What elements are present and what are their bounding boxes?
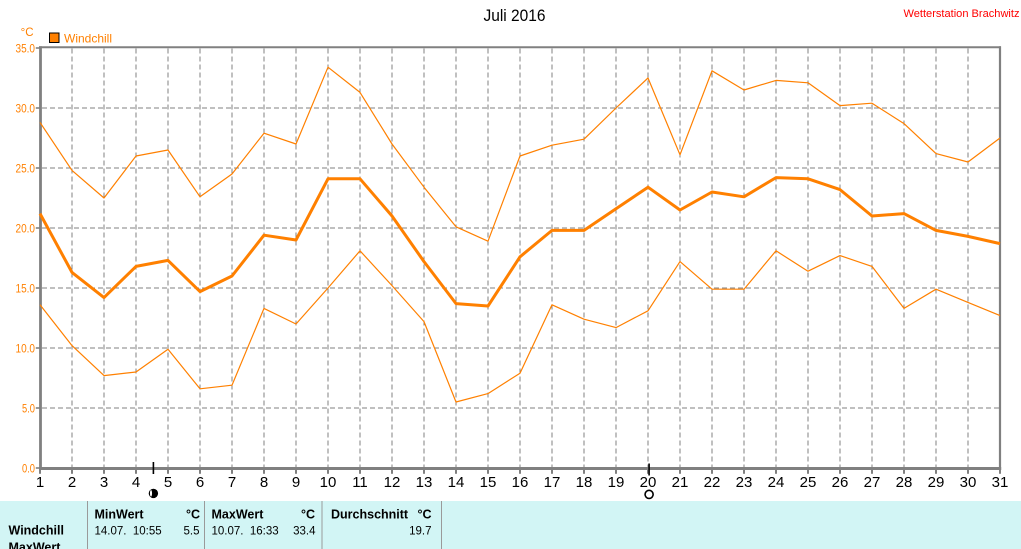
svg-text:2: 2 bbox=[68, 474, 76, 491]
svg-text:15.0: 15.0 bbox=[16, 281, 36, 295]
svg-text:4: 4 bbox=[132, 474, 140, 491]
svg-text:8: 8 bbox=[260, 474, 268, 491]
svg-text:7: 7 bbox=[228, 474, 236, 491]
svg-text:18: 18 bbox=[576, 474, 593, 491]
svg-text:33.4: 33.4 bbox=[293, 526, 316, 538]
svg-text:28: 28 bbox=[896, 474, 913, 491]
svg-text:°C: °C bbox=[301, 508, 315, 522]
svg-text:29: 29 bbox=[928, 474, 945, 491]
svg-text:21: 21 bbox=[672, 474, 689, 491]
svg-text:20: 20 bbox=[640, 474, 657, 491]
svg-text:5.5: 5.5 bbox=[184, 526, 200, 538]
svg-text:10.0: 10.0 bbox=[16, 341, 36, 355]
svg-text:31: 31 bbox=[992, 474, 1009, 491]
svg-text:26: 26 bbox=[832, 474, 849, 491]
svg-text:30: 30 bbox=[960, 474, 977, 491]
svg-text:5: 5 bbox=[164, 474, 172, 491]
svg-text:Juli 2016: Juli 2016 bbox=[484, 6, 546, 25]
svg-text:6: 6 bbox=[196, 474, 204, 491]
svg-text:19: 19 bbox=[608, 474, 625, 491]
svg-text:13: 13 bbox=[416, 474, 433, 491]
svg-text:MaxWert: MaxWert bbox=[9, 541, 62, 549]
svg-text:25.0: 25.0 bbox=[16, 161, 36, 175]
svg-text:11: 11 bbox=[352, 474, 368, 491]
svg-text:°C: °C bbox=[186, 508, 200, 522]
svg-text:15: 15 bbox=[480, 474, 497, 491]
svg-text:0.0: 0.0 bbox=[22, 461, 35, 475]
svg-text:23: 23 bbox=[736, 474, 753, 491]
svg-text:Windchill: Windchill bbox=[9, 524, 64, 538]
svg-text:3: 3 bbox=[100, 474, 108, 491]
svg-text:16: 16 bbox=[512, 474, 529, 491]
svg-text:19.7: 19.7 bbox=[409, 526, 431, 538]
svg-text:22: 22 bbox=[704, 474, 721, 491]
svg-text:°C: °C bbox=[21, 27, 34, 39]
svg-text:25: 25 bbox=[800, 474, 817, 491]
svg-text:17: 17 bbox=[544, 474, 561, 491]
svg-text:27: 27 bbox=[864, 474, 881, 491]
svg-text:12: 12 bbox=[384, 474, 401, 491]
svg-text:10.07. 16:33: 10.07. 16:33 bbox=[212, 526, 279, 538]
svg-text:1: 1 bbox=[36, 474, 44, 491]
svg-text:MaxWert: MaxWert bbox=[212, 508, 265, 522]
svg-text:35.0: 35.0 bbox=[16, 41, 36, 55]
svg-text:Durchschnitt: Durchschnitt bbox=[331, 508, 409, 522]
svg-text:14: 14 bbox=[448, 474, 465, 491]
svg-text:°C: °C bbox=[417, 508, 431, 522]
svg-text:14.07. 10:55: 14.07. 10:55 bbox=[95, 526, 162, 538]
svg-text:24: 24 bbox=[768, 474, 785, 491]
svg-text:30.0: 30.0 bbox=[16, 101, 36, 115]
svg-text:Windchill: Windchill bbox=[64, 31, 112, 45]
svg-text:9: 9 bbox=[292, 474, 300, 491]
svg-text:10: 10 bbox=[320, 474, 337, 491]
svg-text:5.0: 5.0 bbox=[22, 401, 35, 415]
svg-text:20.0: 20.0 bbox=[16, 221, 36, 235]
svg-text:Wetterstation Brachwitz: Wetterstation Brachwitz bbox=[904, 8, 1020, 20]
svg-text:MinWert: MinWert bbox=[95, 508, 145, 522]
